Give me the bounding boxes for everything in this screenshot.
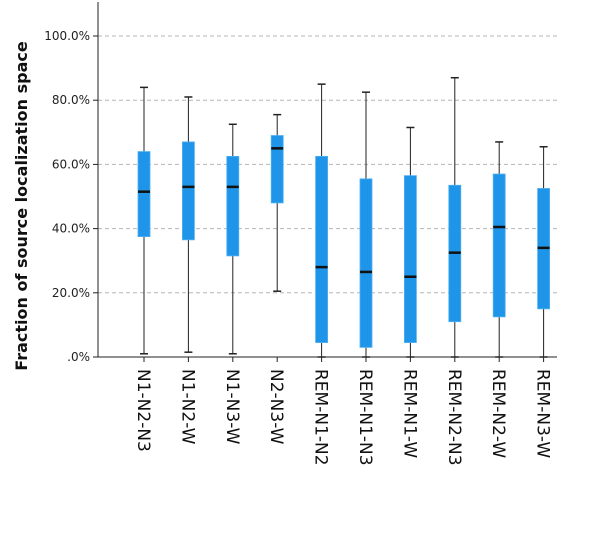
x-tick-label: N2-N3-W — [266, 369, 286, 445]
axes — [93, 2, 557, 362]
box-group — [137, 86, 151, 355]
tick-labels: .0% 20.0% 40.0% 60.0% 80.0% 100.0% N1-N2-N3 N1-… — [44, 29, 552, 466]
box-group — [359, 91, 373, 358]
y-axis-title: Fraction of source localization space — [12, 41, 31, 371]
x-tick-label: N1-N2-N3 — [133, 369, 153, 452]
box-iqr — [226, 155, 240, 257]
y-tick-label: 20.0% — [52, 286, 90, 300]
box-iqr — [403, 175, 417, 343]
box-group — [448, 76, 462, 358]
y-tick-label: 40.0% — [52, 222, 90, 236]
box-iqr — [270, 135, 284, 204]
box-group — [492, 141, 506, 358]
box-iqr — [181, 141, 195, 241]
x-tick-label: REM-N1-N3 — [355, 369, 375, 466]
x-tick-label: REM-N1-N2 — [311, 369, 331, 466]
box-group — [403, 126, 417, 358]
box-group — [270, 113, 284, 292]
box-iqr — [137, 151, 151, 238]
x-tick-label: N1-N2-W — [177, 369, 197, 445]
box-iqr — [359, 178, 373, 348]
x-tick-label: N1-N3-W — [222, 369, 242, 445]
x-tick-label: REM-N3-W — [533, 369, 553, 458]
y-tick-label: 60.0% — [52, 157, 90, 171]
y-tick-label: 80.0% — [52, 93, 90, 107]
x-tick-label: REM-N2-W — [488, 369, 508, 458]
x-tick-label: REM-N2-N3 — [444, 369, 464, 466]
box-group — [537, 145, 550, 358]
y-tick-label: 100.0% — [44, 29, 90, 43]
box-group — [226, 123, 240, 355]
box-series — [137, 76, 550, 358]
box-group — [181, 96, 195, 353]
box-group — [315, 83, 329, 358]
x-tick-label: REM-N1-W — [399, 369, 419, 458]
box-iqr — [315, 155, 329, 343]
y-tick-label: .0% — [67, 350, 90, 364]
box-iqr — [492, 173, 506, 318]
